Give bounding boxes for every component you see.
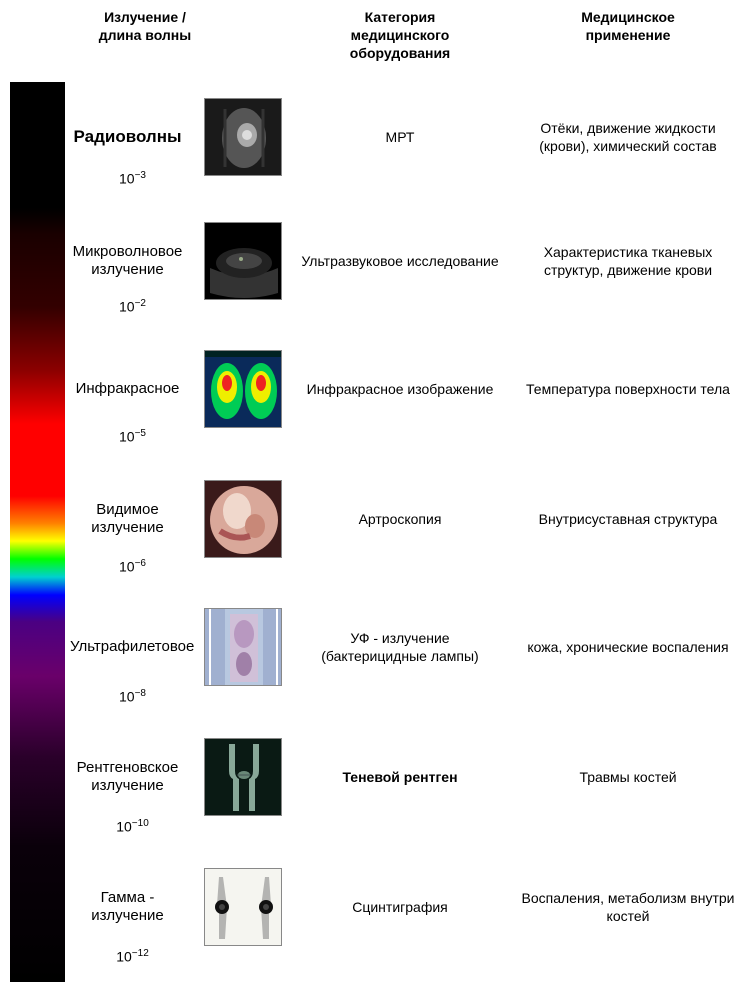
application-text: Внутрисуставная структура — [520, 510, 736, 528]
application-cell: Отёки, движение жидкости (крови), химиче… — [510, 119, 746, 155]
equipment-name: Ультразвуковое исследование — [298, 252, 502, 270]
scintigraphy-thumbnail-icon — [204, 868, 282, 946]
thumbnail-cell — [195, 480, 290, 558]
application-text: Температура поверхности тела — [520, 380, 736, 398]
application-text: Травмы костей — [520, 768, 736, 786]
spectrum-row: Радиоволны МРТ Отёки, движение жидкости (к… — [0, 98, 746, 176]
wavelength-exponent: 10−5 — [70, 428, 195, 445]
application-text: Воспаления, метаболизм внутри костей — [520, 889, 736, 925]
thumbnail-cell — [195, 222, 290, 300]
radiation-name: Рентгеновское излучение — [70, 759, 185, 795]
infrared-thumbnail-icon — [204, 350, 282, 428]
thumbnail-cell — [195, 608, 290, 686]
application-cell: кожа, хронические воспаления — [510, 638, 746, 656]
equipment-name: УФ - излучение (бактерицидные лампы) — [298, 629, 502, 665]
radiation-name: Гамма - излучение — [70, 889, 185, 925]
radiation-cell: Ультрафилетовое — [0, 638, 195, 656]
equipment-name: Инфракрасное изображение — [298, 380, 502, 398]
equipment-cell: Инфракрасное изображение — [290, 380, 510, 398]
application-cell: Травмы костей — [510, 768, 746, 786]
spectrum-row: Инфракрасное Инфракрасное изображение Темп… — [0, 350, 746, 428]
equipment-cell: УФ - излучение (бактерицидные лампы) — [290, 629, 510, 665]
wavelength-exponent: 10−10 — [70, 818, 195, 835]
application-text: Отёки, движение жидкости (крови), химиче… — [520, 119, 736, 155]
radiation-cell: Радиоволны — [0, 127, 195, 147]
spectrum-row: Видимое излучение Артроскопия Внутрисустав… — [0, 480, 746, 558]
application-cell: Воспаления, метаболизм внутри костей — [510, 889, 746, 925]
radiation-name: Радиоволны — [70, 127, 185, 147]
radiation-cell: Микроволновое излучение — [0, 243, 195, 279]
radiation-cell: Видимое излучение — [0, 501, 195, 537]
radiation-cell: Инфракрасное — [0, 380, 195, 398]
equipment-name: Артроскопия — [298, 510, 502, 528]
header-application: Медицинскоеприменение — [510, 8, 746, 63]
application-text: Характеристика тканевых структур, движен… — [520, 243, 736, 279]
radiation-cell: Рентгеновское излучение — [0, 759, 195, 795]
uv-thumbnail-icon — [204, 608, 282, 686]
equipment-cell: МРТ — [290, 128, 510, 146]
equipment-cell: Теневой рентген — [290, 768, 510, 786]
header-radiation: Излучение /длина волны — [0, 8, 290, 63]
wavelength-exponent: 10−8 — [70, 688, 195, 705]
application-cell: Внутрисуставная структура — [510, 510, 746, 528]
equipment-cell: Ультразвуковое исследование — [290, 252, 510, 270]
spectrum-row: Микроволновое излучение Ультразвуковое ис… — [0, 222, 746, 300]
xray-thumbnail-icon — [204, 738, 282, 816]
equipment-name: Теневой рентген — [298, 768, 502, 786]
equipment-name: Сцинтиграфия — [298, 898, 502, 916]
ultrasound-thumbnail-icon — [204, 222, 282, 300]
spectrum-row: Ультрафилетовое УФ - излучение (бактерици… — [0, 608, 746, 686]
radiation-name: Видимое излучение — [70, 501, 185, 537]
mri-thumbnail-icon — [204, 98, 282, 176]
radiation-name: Микроволновое излучение — [70, 243, 185, 279]
application-cell: Характеристика тканевых структур, движен… — [510, 243, 746, 279]
radiation-name: Инфракрасное — [70, 380, 185, 398]
wavelength-exponent: 10−6 — [70, 558, 195, 575]
thumbnail-cell — [195, 868, 290, 946]
header-row: Излучение /длина волны Категориямедицинс… — [0, 8, 746, 63]
thumbnail-cell — [195, 738, 290, 816]
arthroscopy-thumbnail-icon — [204, 480, 282, 558]
equipment-cell: Артроскопия — [290, 510, 510, 528]
equipment-cell: Сцинтиграфия — [290, 898, 510, 916]
application-cell: Температура поверхности тела — [510, 380, 746, 398]
wavelength-exponent: 10−2 — [70, 298, 195, 315]
thumbnail-cell — [195, 350, 290, 428]
header-equipment: Категориямедицинскогооборудования — [290, 8, 510, 63]
radiation-cell: Гамма - излучение — [0, 889, 195, 925]
wavelength-exponent: 10−12 — [70, 948, 195, 965]
wavelength-exponent: 10−3 — [70, 170, 195, 187]
spectrum-row: Гамма - излучение Сцинтиграфия Воспаления,… — [0, 868, 746, 946]
spectrum-row: Рентгеновское излучение Теневой рентген Тр… — [0, 738, 746, 816]
thumbnail-cell — [195, 98, 290, 176]
application-text: кожа, хронические воспаления — [520, 638, 736, 656]
equipment-name: МРТ — [298, 128, 502, 146]
radiation-name: Ультрафилетовое — [70, 638, 185, 656]
